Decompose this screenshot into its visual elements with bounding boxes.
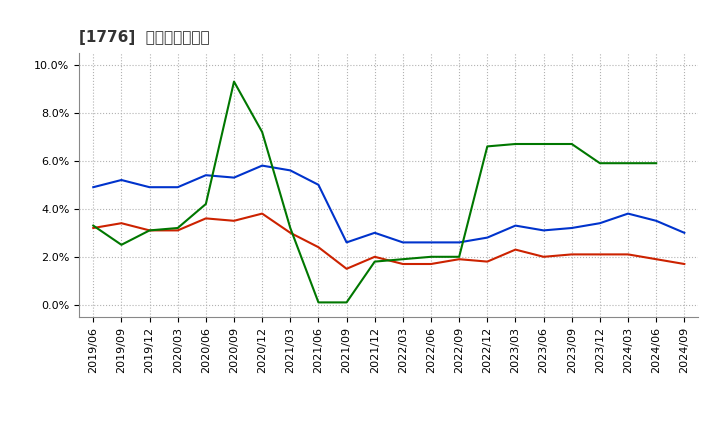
Line: 営業CF: 営業CF [94, 81, 656, 302]
営業CF [595, 161, 604, 166]
経常利益 [567, 225, 576, 231]
経常利益 [370, 230, 379, 235]
経常利益 [511, 223, 520, 228]
当期純利益 [202, 216, 210, 221]
当期純利益 [455, 257, 464, 262]
営業CF [652, 161, 660, 166]
当期純利益 [680, 261, 688, 267]
営業CF [89, 223, 98, 228]
営業CF [286, 225, 294, 231]
Line: 経常利益: 経常利益 [94, 165, 684, 242]
経常利益 [202, 172, 210, 178]
営業CF [117, 242, 126, 247]
Line: 当期純利益: 当期純利益 [94, 213, 684, 269]
営業CF [539, 141, 548, 147]
当期純利益 [539, 254, 548, 260]
経常利益 [399, 240, 408, 245]
当期純利益 [314, 245, 323, 250]
営業CF [230, 79, 238, 84]
当期純利益 [483, 259, 492, 264]
経常利益 [680, 230, 688, 235]
営業CF [399, 257, 408, 262]
経常利益 [652, 218, 660, 224]
経常利益 [258, 163, 266, 168]
経常利益 [342, 240, 351, 245]
経常利益 [117, 177, 126, 183]
営業CF [314, 300, 323, 305]
経常利益 [230, 175, 238, 180]
営業CF [483, 144, 492, 149]
営業CF [202, 202, 210, 207]
当期純利益 [286, 230, 294, 235]
営業CF [567, 141, 576, 147]
経常利益 [427, 240, 436, 245]
当期純利益 [89, 225, 98, 231]
当期純利益 [595, 252, 604, 257]
当期純利益 [117, 220, 126, 226]
当期純利益 [624, 252, 632, 257]
営業CF [370, 259, 379, 264]
当期純利益 [427, 261, 436, 267]
経常利益 [89, 184, 98, 190]
当期純利益 [511, 247, 520, 252]
経常利益 [595, 220, 604, 226]
当期純利益 [230, 218, 238, 224]
当期純利益 [258, 211, 266, 216]
当期純利益 [652, 257, 660, 262]
当期純利益 [174, 228, 182, 233]
Text: [1776]  マージンの推移: [1776] マージンの推移 [79, 29, 210, 45]
当期純利益 [567, 252, 576, 257]
当期純利益 [145, 228, 154, 233]
営業CF [145, 228, 154, 233]
営業CF [511, 141, 520, 147]
経常利益 [539, 228, 548, 233]
経常利益 [286, 168, 294, 173]
経常利益 [314, 182, 323, 187]
営業CF [342, 300, 351, 305]
営業CF [427, 254, 436, 260]
経常利益 [455, 240, 464, 245]
当期純利益 [342, 266, 351, 271]
経常利益 [145, 184, 154, 190]
当期純利益 [370, 254, 379, 260]
経常利益 [483, 235, 492, 240]
営業CF [624, 161, 632, 166]
経常利益 [174, 184, 182, 190]
営業CF [455, 254, 464, 260]
当期純利益 [399, 261, 408, 267]
営業CF [174, 225, 182, 231]
経常利益 [624, 211, 632, 216]
営業CF [258, 129, 266, 135]
